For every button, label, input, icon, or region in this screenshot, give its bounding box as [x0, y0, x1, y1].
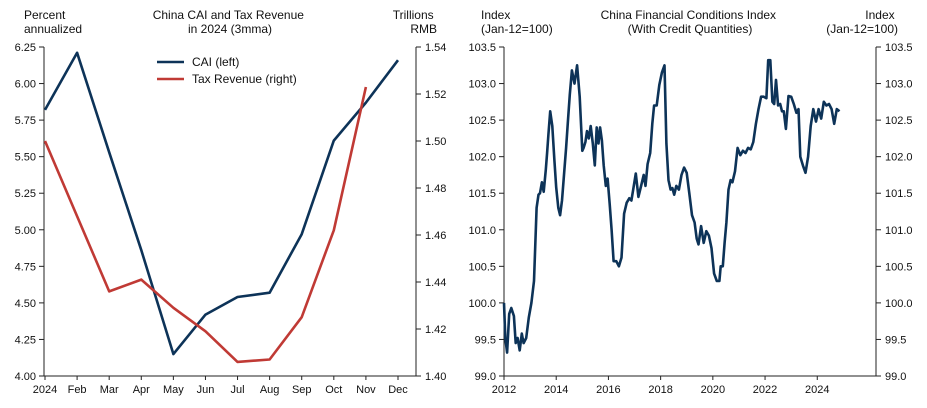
c1-x-tick-label: Oct: [325, 384, 342, 396]
c2-left-tick-label: 99.5: [475, 334, 496, 346]
c1-legend: CAI (left) Tax Revenue (right): [157, 55, 297, 86]
c1-right-tick-label: 1.42: [425, 324, 446, 336]
c2-left-axis-label: Index (Jan-12=100): [481, 8, 553, 36]
c2-left-tick-label: 100.0: [468, 298, 496, 310]
c1-right-axis-label: Trillions RMB: [393, 8, 437, 36]
c2-right-tick-label: 101.0: [885, 225, 913, 237]
c1-left-tick-label: 4.75: [15, 261, 36, 273]
tax-revenue-series-line: [43, 86, 368, 364]
c2-x-tick-label: 2018: [648, 384, 672, 396]
c2-x-tick-label: 2020: [701, 384, 725, 396]
c1-left-tick-label: 5.00: [15, 225, 36, 237]
c1-x-tick-label: Apr: [133, 384, 150, 396]
c2-right-tick-label: 99.5: [885, 334, 906, 346]
c2-left-tick-label: 102.0: [468, 152, 496, 164]
c1-right-tick-label: 1.46: [425, 230, 446, 242]
c1-x-tick-label: May: [163, 384, 184, 396]
c1-right-tick-label: 1.54: [425, 42, 446, 54]
c1-axes: 4.00 4.25 4.50 4.75 5.00 5.25 5.50 5.75 6.00 6.25…: [15, 42, 447, 396]
c2-x-tick-label: 2016: [596, 384, 620, 396]
c1-left-axis-label: Percent annualized: [24, 8, 82, 36]
c1-chart-title: China CAI and Tax Revenue in 2024 (3mma): [153, 8, 308, 36]
c2-right-tick-label: 101.5: [885, 188, 913, 200]
c1-x-tick-label: Nov: [356, 384, 376, 396]
c2-right-tick-label: 99.0: [885, 371, 906, 383]
c1-x-tick-label: Jun: [197, 384, 215, 396]
c2-x-tick-label: 2024: [805, 384, 829, 396]
c2-right-tick-label: 102.5: [885, 115, 913, 127]
c2-left-tick-label: 103.5: [468, 42, 496, 54]
fci-chart: Index (Jan-12=100) China Financial Condi…: [468, 8, 912, 396]
c2-right-tick-label: 103.5: [885, 42, 913, 54]
c2-right-axis-label: Index (Jan-12=100): [826, 8, 898, 36]
c1-right-tick-label: 1.40: [425, 371, 446, 383]
c1-left-tick-label: 4.50: [15, 298, 36, 310]
cai-series-line: [43, 51, 400, 356]
c2-left-tick-label: 103.0: [468, 79, 496, 91]
legend-cai-label: CAI (left): [192, 55, 239, 69]
c2-left-tick-label: 101.5: [468, 188, 496, 200]
c2-left-tick-label: 102.5: [468, 115, 496, 127]
c1-left-tick-label: 5.75: [15, 115, 36, 127]
c1-right-tick-label: 1.48: [425, 183, 446, 195]
c1-lines: [43, 51, 400, 364]
c1-left-tick-label: 6.25: [15, 42, 36, 54]
c2-left-tick-label: 100.5: [468, 261, 496, 273]
c1-right-tick-label: 1.52: [425, 89, 446, 101]
c2-right-tick-label: 102.0: [885, 152, 913, 164]
c1-x-tick-label: Mar: [100, 384, 119, 396]
c1-left-tick-label: 5.25: [15, 188, 36, 200]
c2-left-tick-label: 101.0: [468, 225, 496, 237]
c1-right-tick-label: 1.50: [425, 136, 446, 148]
c1-x-tick-label: Sep: [292, 384, 312, 396]
c1-x-tick-label: 2024: [33, 384, 57, 396]
fci-series-line: [502, 58, 841, 354]
c2-right-tick-label: 100.5: [885, 261, 913, 273]
c1-left-tick-label: 4.25: [15, 334, 36, 346]
legend-tax-label: Tax Revenue (right): [192, 72, 297, 86]
c1-left-tick-label: 5.50: [15, 152, 36, 164]
c1-x-tick-label: Jul: [231, 384, 245, 396]
cai-tax-chart: Percent annualized China CAI and Tax Rev…: [15, 8, 447, 396]
c2-right-tick-label: 100.0: [885, 298, 913, 310]
c2-lines: [502, 58, 841, 354]
c2-axes: 99.0 99.0 99.5 99.5 100.0 100.0 100.5 100.5 101.…: [468, 42, 912, 396]
c2-left-tick-label: 99.0: [475, 371, 496, 383]
c2-x-tick-label: 2022: [753, 384, 777, 396]
c1-x-tick-label: Aug: [260, 384, 280, 396]
c2-right-tick-label: 103.0: [885, 79, 913, 91]
c1-right-tick-label: 1.44: [425, 277, 446, 289]
c1-x-tick-label: Dec: [388, 384, 408, 396]
c1-x-tick-label: Feb: [68, 384, 87, 396]
c2-x-tick-label: 2012: [492, 384, 516, 396]
c2-x-tick-label: 2014: [544, 384, 568, 396]
c1-left-tick-label: 4.00: [15, 371, 36, 383]
c2-chart-title: China Financial Conditions Index (With C…: [601, 8, 780, 36]
c1-left-tick-label: 6.00: [15, 79, 36, 91]
